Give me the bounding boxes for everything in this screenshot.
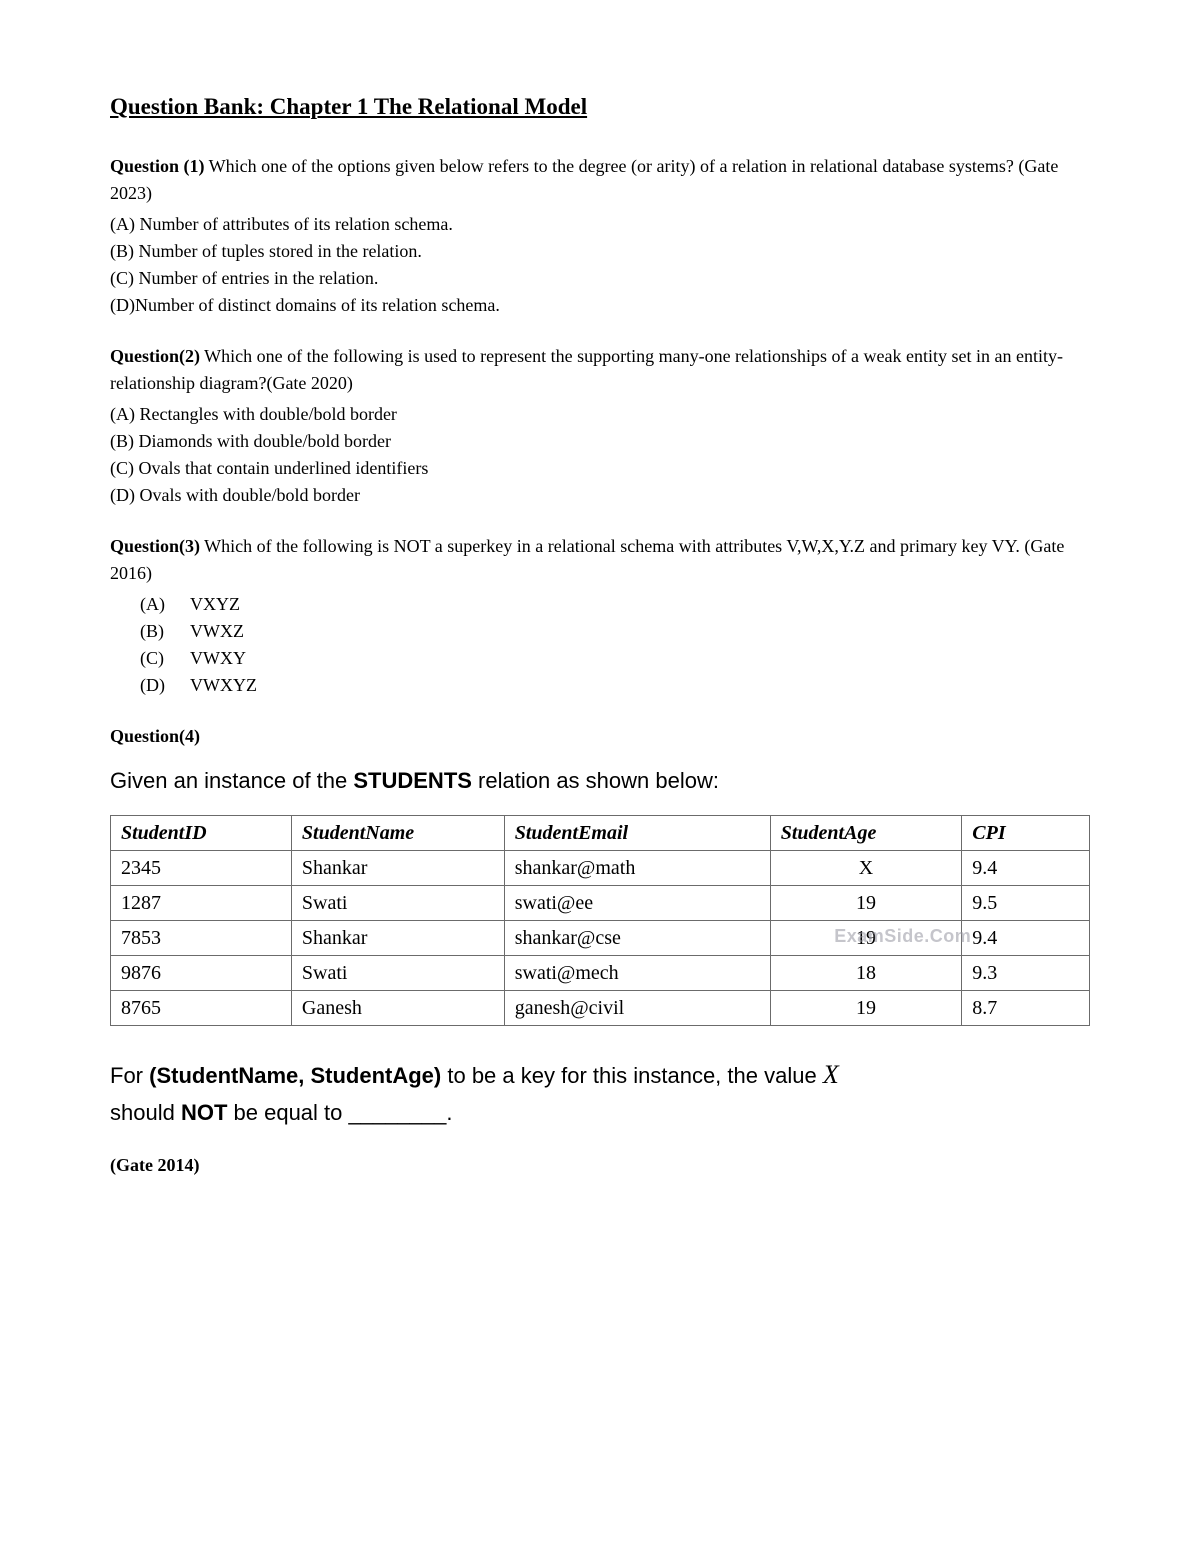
q4-tail-mid: to be a key for this instance, the value bbox=[441, 1063, 823, 1088]
watermark: ExamSide.Com bbox=[834, 923, 971, 950]
table-row: 9876 Swati swati@mech 18 9.3 bbox=[111, 955, 1090, 990]
q3-text: Which of the following is NOT a superkey… bbox=[110, 536, 1064, 583]
q4-gate-tag: (Gate 2014) bbox=[110, 1152, 1090, 1179]
q4-intro-bold: STUDENTS bbox=[353, 768, 472, 793]
q4-intro-post: relation as shown below: bbox=[472, 768, 719, 793]
table-row: 8765 Ganesh ganesh@civil 19 8.7 bbox=[111, 990, 1090, 1025]
q3-options: (A)VXYZ (B) VWXZ (C) VWXY (D) VWXYZ bbox=[140, 591, 1090, 699]
table-row: 2345 Shankar shankar@math X 9.4 bbox=[111, 850, 1090, 885]
q2-text: Which one of the following is used to re… bbox=[110, 346, 1063, 393]
q1-opt-b: (B) Number of tuples stored in the relat… bbox=[110, 238, 1090, 265]
q2-options: (A) Rectangles with double/bold border (… bbox=[110, 401, 1090, 509]
question-3: Question(3) Which of the following is NO… bbox=[110, 533, 1090, 699]
q4-tail2-pre: should bbox=[110, 1100, 181, 1125]
q3-opt-a: (A)VXYZ bbox=[140, 591, 1090, 618]
th-cpi: CPI bbox=[962, 815, 1090, 850]
table-header-row: StudentID StudentName StudentEmail Stude… bbox=[111, 815, 1090, 850]
th-studentid: StudentID bbox=[111, 815, 292, 850]
q1-label: Question (1) bbox=[110, 156, 205, 176]
q4-tail-bold2: NOT bbox=[181, 1100, 227, 1125]
cell-age-r3: 19 bbox=[856, 927, 876, 949]
q1-text: Which one of the options given below ref… bbox=[110, 156, 1058, 203]
th-studentname: StudentName bbox=[291, 815, 504, 850]
q4-tail-pre: For bbox=[110, 1063, 149, 1088]
q2-opt-a: (A) Rectangles with double/bold border bbox=[110, 401, 1090, 428]
question-1: Question (1) Which one of the options gi… bbox=[110, 153, 1090, 319]
q1-prompt: Question (1) Which one of the options gi… bbox=[110, 153, 1090, 207]
students-table: StudentID StudentName StudentEmail Stude… bbox=[110, 815, 1090, 1026]
q4-intro: Given an instance of the STUDENTS relati… bbox=[110, 764, 1090, 797]
q2-prompt: Question(2) Which one of the following i… bbox=[110, 343, 1090, 397]
th-studentemail: StudentEmail bbox=[504, 815, 770, 850]
table-row: 1287 Swati swati@ee 19 9.5 bbox=[111, 885, 1090, 920]
q1-opt-a: (A) Number of attributes of its relation… bbox=[110, 211, 1090, 238]
table-row: 7853 Shankar shankar@cse 19 ExamSide.Com… bbox=[111, 920, 1090, 955]
q4-tail-var: X bbox=[823, 1060, 839, 1089]
q3-opt-c: (C) VWXY bbox=[140, 645, 1090, 672]
q3-opt-b: (B) VWXZ bbox=[140, 618, 1090, 645]
q2-opt-c: (C) Ovals that contain underlined identi… bbox=[110, 455, 1090, 482]
q4-header: Question(4) bbox=[110, 723, 1090, 750]
q1-opt-c: (C) Number of entries in the relation. bbox=[110, 265, 1090, 292]
q3-opt-d: (D) VWXYZ bbox=[140, 672, 1090, 699]
q2-opt-d: (D) Ovals with double/bold border bbox=[110, 482, 1090, 509]
q3-label: Question(3) bbox=[110, 536, 200, 556]
th-studentage: StudentAge bbox=[770, 815, 962, 850]
page-title: Question Bank: Chapter 1 The Relational … bbox=[110, 90, 1090, 125]
q1-opt-d: (D)Number of distinct domains of its rel… bbox=[110, 292, 1090, 319]
q2-label: Question(2) bbox=[110, 346, 200, 366]
q4-tail-bold1: (StudentName, StudentAge) bbox=[149, 1063, 441, 1088]
q4-tail2-post: be equal to ________. bbox=[227, 1100, 452, 1125]
q4-tail: For (StudentName, StudentAge) to be a ke… bbox=[110, 1054, 1090, 1131]
q4-intro-pre: Given an instance of the bbox=[110, 768, 353, 793]
q1-options: (A) Number of attributes of its relation… bbox=[110, 211, 1090, 319]
q3-prompt: Question(3) Which of the following is NO… bbox=[110, 533, 1090, 587]
q2-opt-b: (B) Diamonds with double/bold border bbox=[110, 428, 1090, 455]
question-2: Question(2) Which one of the following i… bbox=[110, 343, 1090, 509]
